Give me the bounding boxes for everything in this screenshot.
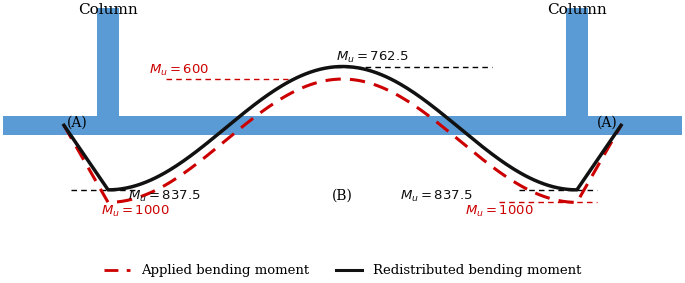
Text: (B): (B): [332, 188, 353, 203]
Text: $M_u = 837.5$: $M_u = 837.5$: [400, 188, 473, 203]
Bar: [3, 116, 682, 135]
Text: $M_u = 1000$: $M_u = 1000$: [465, 204, 534, 219]
Text: $M_u = 837.5$: $M_u = 837.5$: [129, 188, 201, 203]
Bar: [566, 8, 588, 116]
Text: $M_u = 762.5$: $M_u = 762.5$: [336, 50, 408, 65]
Text: $M_u = 1000$: $M_u = 1000$: [101, 204, 170, 219]
Text: Column: Column: [547, 3, 607, 17]
Text: (A): (A): [67, 115, 88, 130]
Text: Column: Column: [78, 3, 138, 17]
Text: (A): (A): [597, 115, 618, 130]
Text: $M_u = 600$: $M_u = 600$: [149, 63, 209, 78]
Bar: [97, 8, 119, 116]
Legend: Applied bending moment, Redistributed bending moment: Applied bending moment, Redistributed be…: [99, 259, 586, 282]
